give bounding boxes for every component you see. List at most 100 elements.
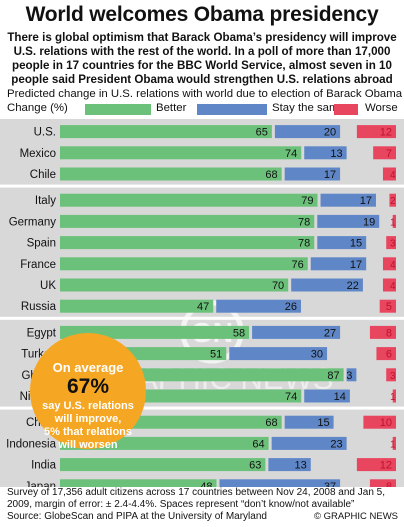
legend-swatch-better xyxy=(85,104,151,115)
bar-row: Chile 68 17 4 xyxy=(30,167,396,181)
bar-worse xyxy=(379,299,396,313)
value-label-worse: 1 xyxy=(390,217,396,228)
value-label-same: 15 xyxy=(350,238,362,250)
bar-row: Mexico 74 13 7 xyxy=(20,146,396,160)
bar-worse xyxy=(356,458,396,472)
value-label-same: 17 xyxy=(350,259,362,271)
value-label-better: 74 xyxy=(285,148,297,160)
legend-swatch-worse xyxy=(334,104,358,115)
bar-better xyxy=(60,167,282,181)
bar-better xyxy=(60,299,214,313)
bar-worse xyxy=(386,368,396,382)
bar-row: Russia 47 26 5 xyxy=(21,299,396,313)
value-label-better: 68 xyxy=(265,169,277,181)
value-label-worse: 12 xyxy=(380,460,392,472)
country-label: Spain xyxy=(27,238,56,250)
bar-better xyxy=(60,236,315,250)
bar-better xyxy=(60,125,272,139)
bar-worse xyxy=(356,125,396,139)
value-label-better: 78 xyxy=(298,216,310,228)
country-label: UK xyxy=(40,280,56,292)
bar-same xyxy=(271,436,347,450)
average-callout: On average 67% say U.S. relations will i… xyxy=(30,333,146,451)
bar-better xyxy=(60,193,318,207)
bar-same xyxy=(274,125,341,139)
bar-better xyxy=(60,214,315,228)
value-label-same: 20 xyxy=(324,127,336,139)
bar-same xyxy=(216,299,301,313)
country-label: Germany xyxy=(9,216,57,228)
bar-same xyxy=(310,257,367,271)
country-label: Russia xyxy=(21,301,57,313)
callout-value: 67% xyxy=(67,375,109,398)
bar-row: Spain 78 15 3 xyxy=(27,236,396,250)
callout-line2: say U.S. relations xyxy=(42,400,134,412)
legend-label: Change (%) xyxy=(7,102,68,114)
callout-line5: will worsen xyxy=(57,439,118,451)
country-label: Japan xyxy=(25,481,56,487)
callout-line1: On average xyxy=(53,360,124,375)
bar-better xyxy=(60,479,217,487)
bar-worse xyxy=(369,325,396,339)
value-label-worse: 4 xyxy=(390,170,396,181)
bar-same xyxy=(252,325,341,339)
value-label-worse: 7 xyxy=(386,148,392,160)
footer-survey-note: Survey of 17,356 adult citizens across 1… xyxy=(7,487,386,510)
chart-subtitle: There is global optimism that Barack Oba… xyxy=(7,31,397,86)
value-label-same: 3 xyxy=(346,370,352,382)
country-label: Mexico xyxy=(20,148,56,160)
bar-chart: GN GRAPHIC NEWS U.S.652012Mexico74137Chi… xyxy=(0,119,404,487)
group-band xyxy=(0,187,404,317)
bar-same xyxy=(284,167,341,181)
bar-same xyxy=(229,347,328,361)
value-label-better: 48 xyxy=(200,481,212,487)
bar-worse xyxy=(382,257,396,271)
value-label-worse: 12 xyxy=(380,127,392,139)
bar-worse xyxy=(382,278,396,292)
value-label-same: 17 xyxy=(324,169,336,181)
bar-same xyxy=(268,458,311,472)
bar-same xyxy=(346,368,357,382)
value-label-same: 15 xyxy=(317,417,329,429)
bar-worse xyxy=(376,347,396,361)
value-label-same: 17 xyxy=(360,195,372,207)
value-label-worse: 4 xyxy=(390,260,396,271)
value-label-same: 19 xyxy=(363,216,375,228)
value-label-better: 87 xyxy=(327,370,339,382)
value-label-worse: 3 xyxy=(390,239,396,250)
bar-row: Germany 78 19 1 xyxy=(9,214,396,228)
legend-same: Stay the same xyxy=(272,102,345,114)
value-label-same: 13 xyxy=(295,460,307,472)
value-label-worse: 10 xyxy=(380,417,392,429)
bar-same xyxy=(320,193,376,207)
country-label: Indonesia xyxy=(6,438,56,450)
country-label: Chile xyxy=(30,169,56,181)
value-label-better: 51 xyxy=(210,349,222,361)
bar-worse xyxy=(392,214,396,228)
value-label-worse: 8 xyxy=(386,481,392,487)
bar-row: France 76 17 4 xyxy=(20,257,396,271)
legend-worse: Worse xyxy=(365,102,398,114)
bar-better xyxy=(60,257,308,271)
country-label: U.S. xyxy=(34,127,56,139)
bar-better xyxy=(60,278,289,292)
bar-worse xyxy=(392,436,396,450)
bar-same xyxy=(317,214,380,228)
country-label: Egypt xyxy=(27,327,57,339)
value-label-same: 13 xyxy=(330,148,342,160)
value-label-worse: 3 xyxy=(390,371,396,382)
value-label-worse: 1 xyxy=(390,392,396,403)
country-label: France xyxy=(20,259,56,271)
bar-row: Japan 48 37 8 xyxy=(25,479,396,487)
bar-same xyxy=(284,415,334,429)
legend: Change (%) Better Stay the same Worse xyxy=(7,102,399,118)
bar-worse xyxy=(363,415,396,429)
bar-same xyxy=(304,389,350,403)
footer-notes: Survey of 17,356 adult citizens across 1… xyxy=(7,487,399,523)
value-label-better: 76 xyxy=(292,259,304,271)
legend-better: Better xyxy=(156,102,187,114)
bar-worse xyxy=(386,236,396,250)
bar-better xyxy=(60,458,266,472)
value-label-better: 74 xyxy=(285,391,297,403)
